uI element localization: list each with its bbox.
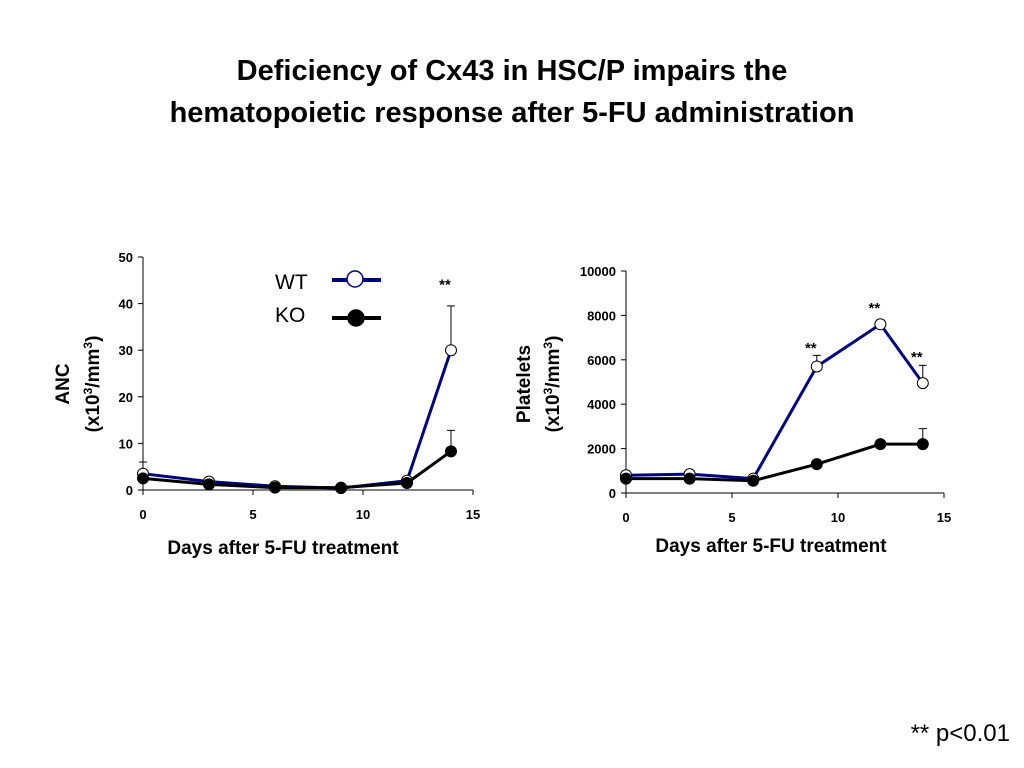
chart1-y-tick-label: 0 (126, 483, 133, 498)
chart2-significance-marker: ** (911, 349, 923, 366)
chart2-ko-point (874, 438, 887, 451)
chart1-y-axis-label: ANC (x103/mm3) (53, 336, 104, 433)
chart2-y-tick-label: 0 (609, 486, 616, 501)
chart1-x-tick-label: 0 (139, 507, 146, 522)
chart2-x-tick-label: 0 (622, 510, 629, 525)
chart2-ko-point (916, 438, 929, 451)
chart1-ko-point (203, 478, 215, 491)
chart1-ko-point (401, 477, 413, 490)
chart2-x-axis-label: Days after 5-FU treatment (655, 536, 887, 557)
legend-wt-label: WT (275, 271, 308, 294)
chart2-y-tick-label: 10000 (580, 264, 616, 279)
legend-ko-label: KO (275, 304, 305, 327)
chart2-wt-series-line (625, 322, 925, 481)
chart1-ko-series-line (142, 450, 452, 490)
chart1-x-axis-label: Days after 5-FU treatment (167, 538, 399, 559)
chart1-y-tick-label: 40 (119, 297, 133, 312)
chart2-y-label-line2: (x103/mm3) (541, 336, 564, 433)
chart2-ko-point (620, 472, 632, 485)
chart2-y-tick-label: 2000 (587, 442, 616, 457)
legend: WT KO (275, 270, 381, 327)
chart2-y-tick-label: 8000 (587, 308, 616, 323)
chart2-ko-point (747, 474, 760, 487)
footnote-text: p<0.01 (935, 720, 1010, 747)
chart1-ko-point (445, 445, 457, 458)
chart1-ko-point (269, 481, 281, 494)
chart2-ko-series-line (626, 442, 923, 483)
significance-footnote: ** p<0.01 (911, 720, 1010, 748)
chart2-significance-marker: ** (869, 300, 881, 317)
slide-title: Deficiency of Cx43 in HSC/P impairs the … (0, 50, 1024, 134)
chart1-y-tick-label: 10 (119, 436, 133, 451)
legend-wt-marker (346, 270, 364, 288)
chart1-significance-marker: ** (439, 277, 451, 294)
chart2-wt-point (874, 318, 887, 331)
chart2-ko-point (810, 458, 823, 471)
chart1-y-label-line1: ANC (53, 363, 74, 404)
chart2-y-axis-label: Platelets (x103/mm3) (514, 336, 564, 433)
chart1-x-tick-label: 10 (356, 507, 370, 522)
footnote-stars: ** (910, 720, 930, 747)
chart1-ko-point (137, 472, 149, 485)
chart2-y-tick-label: 4000 (587, 397, 616, 412)
chart2-x-tick-label: 5 (728, 510, 735, 525)
chart1-ko-point (335, 481, 347, 494)
title-line-2: hematopoietic response after 5-FU admini… (169, 97, 855, 129)
chart2-significance-marker: ** (805, 340, 817, 357)
chart1-x-tick-label: 15 (466, 507, 480, 522)
chart1-y-label-line2: (x103/mm3) (81, 336, 104, 433)
chart1-x-tick-label: 5 (249, 507, 256, 522)
chart1-wt-series-line (142, 349, 453, 490)
chart2-y-label-line1: Platelets (514, 345, 535, 423)
chart1-wt-point (445, 344, 457, 357)
chart2-y-tick-label: 6000 (587, 353, 616, 368)
chart1-plot-area: 0 10 20 30 40 50 0 5 10 15 ** (119, 250, 481, 522)
chart2-x-tick-label: 15 (937, 510, 951, 525)
legend-ko-marker (347, 309, 365, 327)
chart2-plot-area: 0 2000 4000 6000 8000 10000 0 5 10 15 ** ** ** (580, 264, 951, 525)
title-line-1: Deficiency of Cx43 in HSC/P impairs the (236, 55, 788, 87)
chart1-y-tick-label: 50 (119, 250, 133, 265)
chart2-x-tick-label: 10 (831, 510, 845, 525)
chart2-wt-point (810, 360, 823, 373)
chart2-ko-point (683, 472, 696, 485)
chart2-wt-point (916, 377, 929, 390)
chart1-y-tick-label: 20 (119, 390, 133, 405)
chart1-y-tick-label: 30 (119, 343, 133, 358)
